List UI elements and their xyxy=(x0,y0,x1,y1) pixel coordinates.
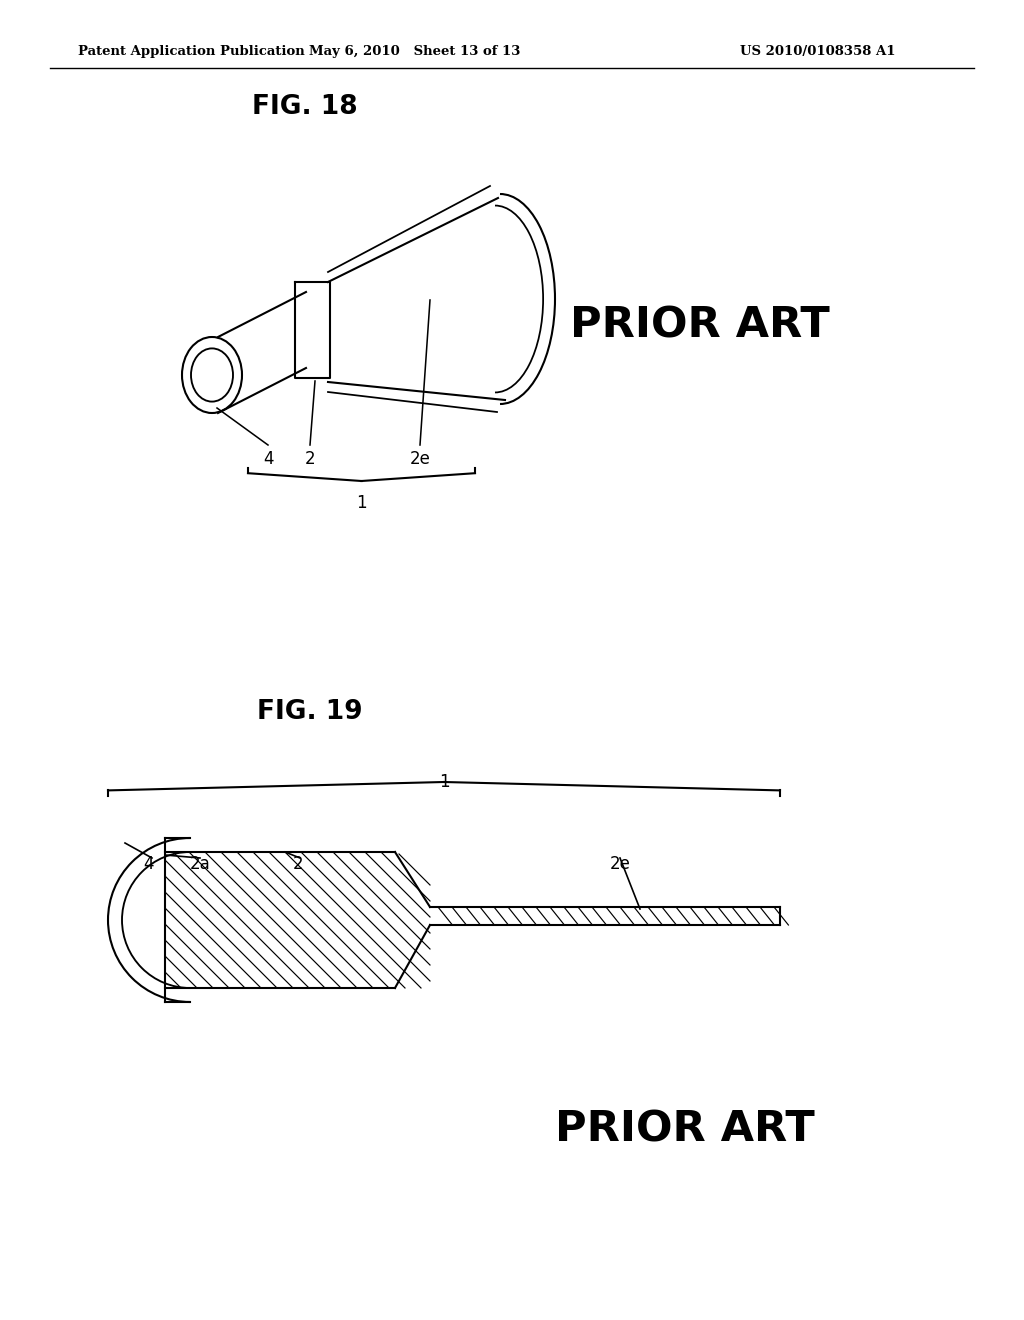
Text: FIG. 18: FIG. 18 xyxy=(252,94,357,120)
Text: 2: 2 xyxy=(305,450,315,469)
Text: 2e: 2e xyxy=(609,855,631,873)
Text: 4: 4 xyxy=(142,855,154,873)
Text: US 2010/0108358 A1: US 2010/0108358 A1 xyxy=(740,45,896,58)
Text: May 6, 2010   Sheet 13 of 13: May 6, 2010 Sheet 13 of 13 xyxy=(309,45,520,58)
Text: 2e: 2e xyxy=(410,450,430,469)
Text: FIG. 19: FIG. 19 xyxy=(257,700,362,725)
Text: 4: 4 xyxy=(263,450,273,469)
Text: PRIOR ART: PRIOR ART xyxy=(555,1109,815,1151)
Text: 1: 1 xyxy=(438,774,450,791)
Text: 1: 1 xyxy=(356,494,367,512)
Text: 2: 2 xyxy=(293,855,303,873)
Text: PRIOR ART: PRIOR ART xyxy=(570,304,829,346)
Text: Patent Application Publication: Patent Application Publication xyxy=(78,45,305,58)
Text: 2a: 2a xyxy=(189,855,210,873)
